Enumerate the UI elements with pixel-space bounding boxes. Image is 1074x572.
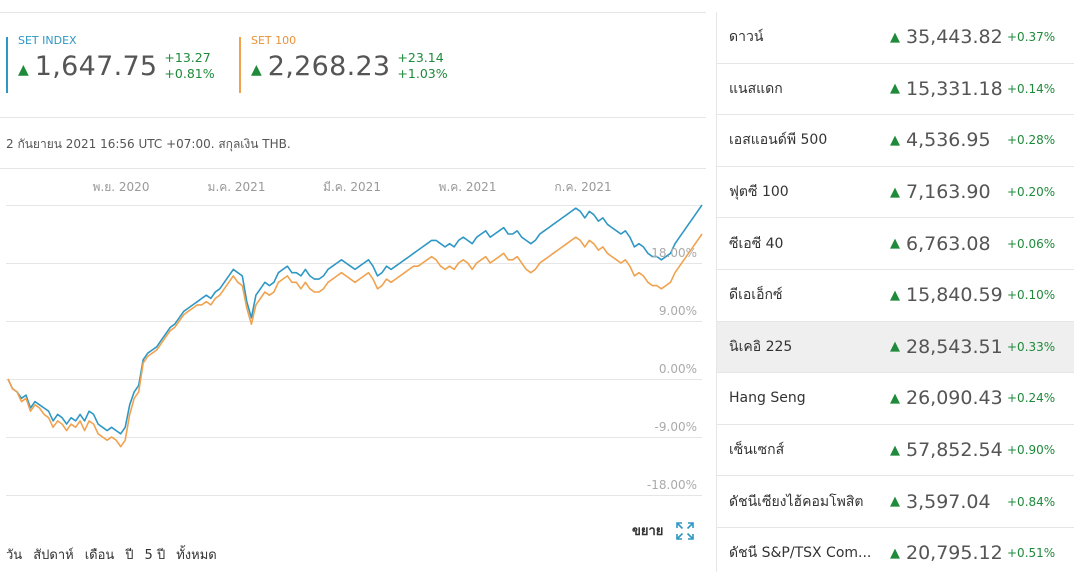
market-change-pct: +0.33% bbox=[1007, 339, 1056, 354]
line-chart[interactable]: พ.ย. 2020 ม.ค. 2021 มี.ค. 2021 พ.ค. 2021 ก.ค… bbox=[0, 170, 706, 510]
y-tick-label: 9.00% bbox=[659, 304, 697, 318]
chart-panel: SET INDEX ▲ 1,647.75 +13.27 +0.81% SET 1… bbox=[0, 12, 706, 565]
market-name: ดาวน์ bbox=[729, 29, 764, 46]
x-tick-label: พ.ค. 2021 bbox=[439, 180, 497, 194]
market-change-pct: +0.24% bbox=[1007, 391, 1056, 406]
market-name: ดัชนีเซียงไฮ้คอมโพสิต bbox=[729, 493, 864, 510]
up-arrow-icon: ▲ bbox=[890, 390, 900, 406]
market-name: ซีเอซี 40 bbox=[729, 235, 784, 252]
x-tick-label: พ.ย. 2020 bbox=[93, 180, 150, 194]
time-range-selector: วัน สัปดาห์ เดือน ปี 5 ปี ทั้งหมด bbox=[6, 544, 228, 565]
up-arrow-icon: ▲ bbox=[18, 62, 29, 78]
expand-label: ขยาย bbox=[632, 524, 664, 539]
market-change-pct: +0.37% bbox=[1007, 30, 1056, 45]
market-name: ฟุตซี 100 bbox=[729, 184, 789, 201]
market-change-pct: +0.20% bbox=[1007, 185, 1056, 200]
index-card-set-index[interactable]: SET INDEX ▲ 1,647.75 +13.27 +0.81% bbox=[6, 34, 231, 93]
market-value: 15,331.18 bbox=[906, 77, 1003, 100]
index-value: 1,647.75 bbox=[34, 51, 158, 82]
market-row[interactable]: ดาวน์ ▲ 35,443.82 +0.37% bbox=[717, 12, 1074, 64]
index-card-set-100[interactable]: SET 100 ▲ 2,268.23 +23.14 +1.03% bbox=[239, 34, 464, 93]
market-row[interactable]: นิเคอิ 225 ▲ 28,543.51 +0.33% bbox=[717, 321, 1074, 374]
market-row[interactable]: ซีเอซี 40 ▲ 6,763.08 +0.06% bbox=[717, 218, 1074, 270]
index-change-pct: +0.81% bbox=[164, 66, 215, 81]
up-arrow-icon: ▲ bbox=[890, 442, 900, 458]
market-change-pct: +0.51% bbox=[1007, 546, 1056, 561]
market-name: เซ็นเซกส์ bbox=[729, 442, 785, 459]
market-value: 3,597.04 bbox=[906, 490, 991, 513]
market-list: ดาวน์ ▲ 35,443.82 +0.37% แนสแดก ▲ 15,331.18 +0.… bbox=[716, 12, 1074, 572]
market-row[interactable]: แนสแดก ▲ 15,331.18 +0.14% bbox=[717, 64, 1074, 116]
up-arrow-icon: ▲ bbox=[890, 339, 900, 355]
divider bbox=[0, 117, 706, 118]
market-change-pct: +0.10% bbox=[1007, 288, 1056, 303]
market-row[interactable]: เอสแอนด์พี 500 ▲ 4,536.95 +0.28% bbox=[717, 115, 1074, 167]
market-change-pct: +0.84% bbox=[1007, 494, 1056, 509]
market-row[interactable]: เซ็นเซกส์ ▲ 57,852.54 +0.90% bbox=[717, 425, 1074, 477]
market-value: 28,543.51 bbox=[906, 335, 1003, 358]
range-tab[interactable]: 5 ปี bbox=[144, 548, 166, 563]
market-name: ดัชนี S&P/TSX Com... bbox=[729, 545, 872, 562]
market-value: 57,852.54 bbox=[906, 439, 1003, 462]
market-row[interactable]: ดัชนีเซียงไฮ้คอมโพสิต ▲ 3,597.04 +0.84% bbox=[717, 476, 1074, 528]
index-change: +23.14 bbox=[397, 50, 444, 65]
market-row[interactable]: Hang Seng ▲ 26,090.43 +0.24% bbox=[717, 373, 1074, 425]
market-value: 35,443.82 bbox=[906, 26, 1003, 49]
market-value: 7,163.90 bbox=[906, 181, 991, 204]
index-name: SET INDEX bbox=[18, 34, 77, 47]
market-name: เอสแอนด์พี 500 bbox=[729, 132, 828, 149]
market-change-pct: +0.28% bbox=[1007, 133, 1056, 148]
market-name: Hang Seng bbox=[729, 390, 806, 407]
divider bbox=[0, 168, 706, 169]
range-tab[interactable]: วัน bbox=[6, 548, 23, 563]
series-line-set-100 bbox=[7, 233, 703, 448]
market-row[interactable]: ดัชนี S&P/TSX Com... ▲ 20,795.12 +0.51% bbox=[717, 528, 1074, 572]
expand-button[interactable]: ขยาย bbox=[632, 520, 695, 541]
index-value: 2,268.23 bbox=[267, 51, 391, 82]
market-row[interactable]: ฟุตซี 100 ▲ 7,163.90 +0.20% bbox=[717, 167, 1074, 219]
x-tick-label: ก.ค. 2021 bbox=[554, 180, 611, 194]
y-tick-label: -18.00% bbox=[647, 478, 697, 492]
index-name: SET 100 bbox=[251, 34, 297, 47]
y-tick-label: -9.00% bbox=[655, 420, 697, 434]
divider bbox=[0, 12, 706, 13]
up-arrow-icon: ▲ bbox=[890, 236, 900, 252]
market-value: 20,795.12 bbox=[906, 542, 1003, 565]
up-arrow-icon: ▲ bbox=[890, 184, 900, 200]
market-value: 6,763.08 bbox=[906, 232, 991, 255]
up-arrow-icon: ▲ bbox=[890, 132, 900, 148]
up-arrow-icon: ▲ bbox=[890, 545, 900, 561]
range-tab[interactable]: ทั้งหมด bbox=[176, 548, 217, 563]
market-name: แนสแดก bbox=[729, 80, 783, 97]
range-tab[interactable]: เดือน bbox=[84, 548, 115, 563]
market-value: 15,840.59 bbox=[906, 284, 1003, 307]
market-name: นิเคอิ 225 bbox=[729, 338, 793, 355]
market-change-pct: +0.14% bbox=[1007, 81, 1056, 96]
market-value: 4,536.95 bbox=[906, 129, 991, 152]
range-tab[interactable]: ปี bbox=[125, 548, 134, 563]
market-row[interactable]: ดีเอเอ็กซ์ ▲ 15,840.59 +0.10% bbox=[717, 270, 1074, 322]
series-line-set-index bbox=[7, 204, 703, 435]
market-value: 26,090.43 bbox=[906, 387, 1003, 410]
range-tab[interactable]: สัปดาห์ bbox=[33, 548, 74, 563]
up-arrow-icon: ▲ bbox=[251, 62, 262, 78]
market-change-pct: +0.06% bbox=[1007, 236, 1056, 251]
market-name: ดีเอเอ็กซ์ bbox=[729, 287, 783, 304]
x-tick-label: มี.ค. 2021 bbox=[323, 180, 381, 194]
y-tick-label: 0.00% bbox=[659, 362, 697, 376]
y-tick-label: 18.00% bbox=[651, 246, 697, 260]
up-arrow-icon: ▲ bbox=[890, 81, 900, 97]
index-change-pct: +1.03% bbox=[397, 66, 448, 81]
timestamp: 2 กันยายน 2021 16:56 UTC +07:00. สกุลเงิ… bbox=[6, 137, 291, 151]
up-arrow-icon: ▲ bbox=[890, 494, 900, 510]
up-arrow-icon: ▲ bbox=[890, 287, 900, 303]
expand-icon bbox=[676, 521, 695, 540]
x-tick-label: ม.ค. 2021 bbox=[208, 180, 266, 194]
index-change: +13.27 bbox=[164, 50, 211, 65]
market-change-pct: +0.90% bbox=[1007, 443, 1056, 458]
up-arrow-icon: ▲ bbox=[890, 29, 900, 45]
